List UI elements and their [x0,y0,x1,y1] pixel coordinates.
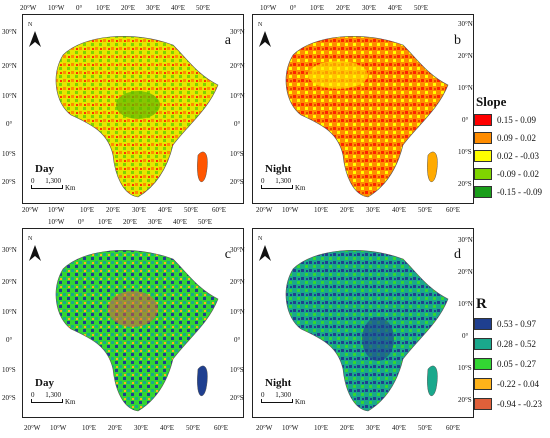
r-legend-item: -0.94 - -0.23 [474,398,542,410]
period-label: Day [35,163,54,175]
slope-legend-item: 0.15 - 0.09 [474,114,536,126]
legend-swatch [474,398,492,410]
r-legend-item: 0.05 - 0.27 [474,358,536,370]
legend-swatch [474,378,492,390]
map-panel-b: b Night N 0 1,300 Km [252,14,474,204]
africa-map-d [285,250,449,412]
legend-swatch [474,338,492,350]
slope-legend-item: -0.09 - 0.02 [474,168,539,180]
slope-legend-item: 0.09 - 0.02 [474,132,536,144]
north-arrow-icon: N [258,22,271,47]
africa-map-c [55,250,219,412]
legend-swatch [474,186,492,198]
slope-legend-item: 0.02 - -0.03 [474,150,539,162]
north-arrow-icon: N [258,236,271,261]
r-legend-item: 0.28 - 0.52 [474,338,536,350]
panel-letter: a [224,33,231,48]
slope-legend-item: -0.15 - -0.09 [474,186,542,198]
r-legend-item: -0.22 - 0.04 [474,378,539,390]
slope-legend-title: Slope [476,94,507,109]
map-panel-c: c Day N 0 1,300 Km [22,228,244,418]
map-panel-a: a Day N 0 1,300 Km [22,14,244,204]
scale-bar: 0 1,300 Km [31,391,76,406]
africa-map-b [285,36,449,198]
north-arrow-icon: N [28,236,41,261]
scale-bar: 0 1,300 Km [261,391,306,406]
legend-swatch [474,132,492,144]
legend-swatch [474,168,492,180]
north-arrow-icon: N [28,22,41,47]
r-legend-item: 0.53 - 0.97 [474,318,536,330]
period-label: Day [35,377,54,389]
legend-swatch [474,150,492,162]
r-legend-title: R [476,296,487,312]
scale-bar: 0 1,300 Km [31,177,76,192]
period-label: Night [265,377,292,389]
period-label: Night [265,163,292,175]
legend-swatch [474,358,492,370]
legend-swatch [474,318,492,330]
map-panel-d: d Night N 0 1,300 Km [252,228,474,418]
panel-letter: b [454,33,461,48]
africa-map-a [55,36,219,198]
scale-bar: 0 1,300 Km [261,177,306,192]
panel-letter: c [224,247,231,262]
panel-letter: d [454,247,461,262]
legend-swatch [474,114,492,126]
